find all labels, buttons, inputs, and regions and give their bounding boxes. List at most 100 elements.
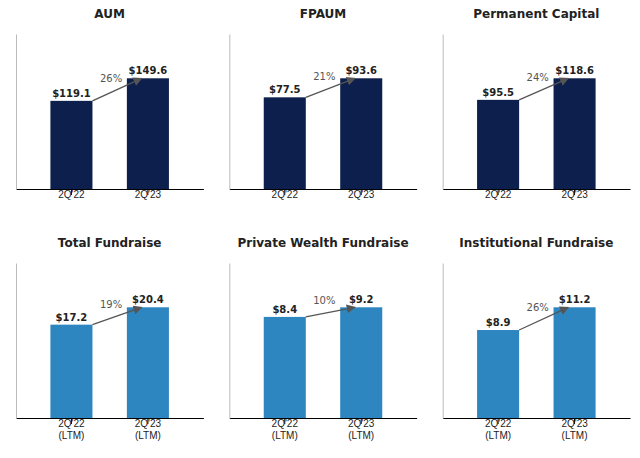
bars [50, 78, 169, 189]
y-axis-line [229, 264, 230, 419]
x-tick-label-line: (LTM) [272, 430, 298, 441]
growth-label: 19% [100, 299, 122, 310]
y-axis [443, 264, 444, 419]
x-tick-label-line: 2Q'22 [485, 189, 512, 200]
growth-arrow [306, 307, 355, 317]
data-label: $95.5 [482, 87, 514, 98]
bars [264, 307, 383, 418]
x-tick-label: 2Q'23 [348, 189, 375, 200]
bars [50, 307, 169, 418]
x-axis-line [230, 418, 417, 419]
y-axis-line [229, 35, 230, 190]
x-tick: 2Q'22 [485, 189, 512, 200]
bar [50, 101, 92, 189]
x-tick-label: 2Q'22(LTM) [272, 418, 299, 441]
x-axis-line [17, 189, 204, 190]
bars [477, 78, 596, 189]
x-tick-label: 2Q'22(LTM) [58, 418, 85, 441]
bar [264, 317, 306, 418]
growth-label: 24% [527, 72, 549, 83]
x-tick-label: 2Q'23(LTM) [561, 418, 588, 441]
data-label: $118.6 [555, 65, 594, 76]
x-axis: 2Q'22 2Q'23 [17, 189, 204, 200]
x-tick-label: 2Q'22 [485, 189, 512, 200]
x-tick-label-line: 2Q'23 [561, 189, 588, 200]
x-tick: 2Q'22 [272, 189, 299, 200]
x-tick: 2Q'23(LTM) [561, 418, 588, 441]
x-tick: 2Q'22 [58, 189, 85, 200]
x-tick: 2Q'23(LTM) [348, 418, 375, 441]
panel: FPAUM2Q'222Q'23$77.5$93.621% [230, 7, 417, 200]
y-axis [229, 264, 230, 419]
figure: AUM2Q'222Q'23$119.1$149.626%FPAUM2Q'222Q… [0, 0, 640, 458]
y-axis-line [443, 35, 444, 190]
panel: Total Fundraise2Q'22(LTM)2Q'23(LTM)$17.2… [17, 236, 204, 441]
bar [127, 78, 169, 189]
x-tick-label-line: 2Q'23 [135, 418, 162, 429]
x-tick-label: 2Q'23 [135, 189, 162, 200]
panel: Private Wealth Fundraise2Q'22(LTM)2Q'23(… [230, 236, 417, 441]
x-tick-label-line: 2Q'22 [58, 418, 85, 429]
x-tick-label-line: (LTM) [135, 430, 161, 441]
x-tick-label-line: 2Q'22 [58, 189, 85, 200]
x-tick-label: 2Q'22 [58, 189, 85, 200]
x-tick-label-line: 2Q'23 [135, 189, 162, 200]
bar [554, 78, 596, 189]
x-tick: 2Q'23 [561, 189, 588, 200]
growth-label: 26% [100, 73, 122, 84]
data-label: $8.9 [486, 317, 511, 328]
x-tick-label-line: 2Q'22 [485, 418, 512, 429]
y-axis-line [16, 264, 17, 419]
bar [340, 78, 382, 189]
x-tick-label: 2Q'22(LTM) [485, 418, 512, 441]
y-axis [16, 35, 17, 190]
data-label: $119.1 [52, 88, 91, 99]
bars [264, 78, 383, 189]
x-tick-label-line: (LTM) [485, 430, 511, 441]
data-label: $8.4 [272, 304, 297, 315]
data-label: $77.5 [269, 84, 301, 95]
bar [477, 100, 519, 189]
x-tick: 2Q'22(LTM) [58, 418, 85, 441]
x-axis: 2Q'22(LTM)2Q'23(LTM) [230, 418, 417, 441]
data-label: $9.2 [349, 294, 374, 305]
data-label: $11.2 [559, 294, 591, 305]
x-axis: 2Q'22(LTM)2Q'23(LTM) [443, 418, 630, 441]
x-axis-line [443, 189, 630, 190]
bar [340, 307, 382, 418]
x-tick-label: 2Q'23(LTM) [135, 418, 162, 441]
y-axis [16, 264, 17, 419]
panel-title: Total Fundraise [58, 236, 162, 250]
x-tick: 2Q'23 [135, 189, 162, 200]
panel-title: AUM [94, 7, 125, 21]
x-axis: 2Q'22 2Q'23 [230, 189, 417, 200]
y-axis-line [16, 35, 17, 190]
data-label: $93.6 [345, 65, 377, 76]
x-tick-label-line: (LTM) [348, 430, 374, 441]
panel-title: FPAUM [300, 7, 347, 21]
panel-title: Private Wealth Fundraise [237, 236, 408, 250]
x-tick-label: 2Q'22 [272, 189, 299, 200]
x-axis: 2Q'22 2Q'23 [443, 189, 630, 200]
bar [50, 325, 92, 418]
panel-title: Institutional Fundraise [459, 236, 613, 250]
x-tick-label: 2Q'23 [561, 189, 588, 200]
bar [554, 307, 596, 418]
growth-label: 26% [527, 302, 549, 313]
x-tick-label-line: (LTM) [58, 430, 84, 441]
panel-title: Permanent Capital [473, 7, 599, 21]
x-axis-line [17, 418, 204, 419]
x-axis-line [443, 418, 630, 419]
x-tick-label-line: 2Q'23 [561, 418, 588, 429]
x-tick-label: 2Q'23(LTM) [348, 418, 375, 441]
data-label: $20.4 [132, 294, 164, 305]
data-label: $149.6 [129, 65, 168, 76]
x-tick-label-line: 2Q'23 [348, 418, 375, 429]
x-tick-label-line: 2Q'22 [272, 418, 299, 429]
x-axis: 2Q'22(LTM)2Q'23(LTM) [17, 418, 204, 441]
data-label: $17.2 [56, 312, 88, 323]
x-tick: 2Q'23 [348, 189, 375, 200]
panel: Institutional Fundraise2Q'22(LTM)2Q'23(L… [443, 236, 630, 441]
bar [127, 307, 169, 418]
panel: AUM 2Q'22 2Q'23 $119.1 $149.6 26% [17, 7, 204, 200]
